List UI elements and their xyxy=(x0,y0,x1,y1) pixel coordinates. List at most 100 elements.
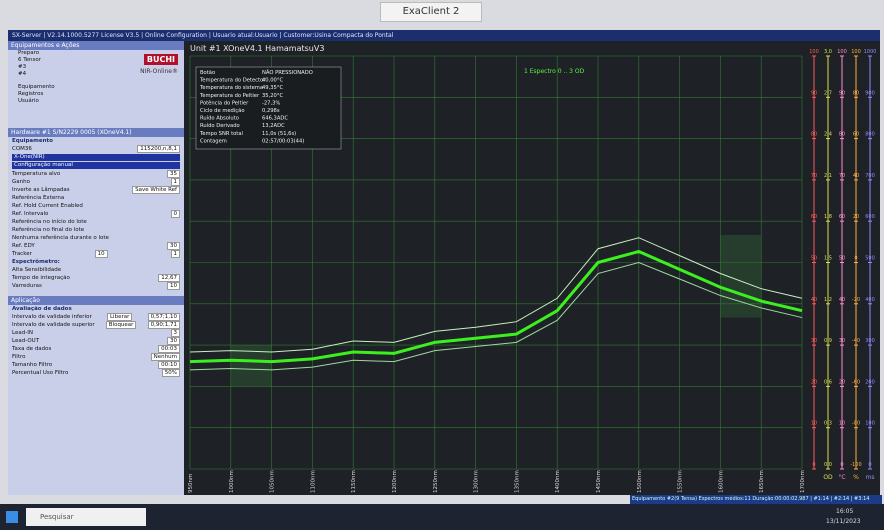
brand-name: NIR-Online® xyxy=(140,68,178,75)
taskbar: Pesquisar 16:05 13/11/2023 xyxy=(0,504,884,530)
axis-tick-label: 300 xyxy=(865,338,875,344)
field-label: Referência no final do lote xyxy=(12,226,84,234)
field-label: Ref. EDY xyxy=(12,242,35,250)
search-box[interactable]: Pesquisar xyxy=(26,508,146,526)
field-value[interactable]: Save White Ref xyxy=(132,186,180,194)
field-label: Ref. Hold Current Enabled xyxy=(12,202,83,210)
baud[interactable]: 115200,n,8,1 xyxy=(137,145,180,153)
form-row: Ref. EDY 30 xyxy=(8,242,184,250)
menu-link[interactable]: Usuário xyxy=(8,98,184,105)
field-label: Ref. Intervalo xyxy=(12,210,48,218)
x-tick-label: 1550nm xyxy=(678,470,684,493)
field-value[interactable]: 0,57;1,10 xyxy=(148,313,180,321)
axis-tick-label: 20 xyxy=(811,379,817,385)
field-label: Taxa de dados xyxy=(12,345,51,353)
field-value[interactable]: 35 xyxy=(167,170,180,178)
axis-tick-label: 10 xyxy=(811,421,817,427)
axis-tick-label: -60 xyxy=(852,379,860,385)
axis-tick-label: 1,2 xyxy=(824,297,832,303)
info-value: 35,20°C xyxy=(262,93,283,99)
form-row: Varreduras10 xyxy=(8,282,184,290)
field-value[interactable]: 00:10 xyxy=(158,361,180,369)
info-label: Ruído Derivado xyxy=(200,122,240,129)
status-bar: Equipamento #2(9 Tensa) Espectros médios… xyxy=(630,495,882,504)
clock-date: 13/11/2023 xyxy=(826,518,861,525)
axis-tick-label: 0 xyxy=(868,462,871,468)
info-value: -27,3% xyxy=(262,100,280,106)
info-value: 49,35°C xyxy=(262,85,283,91)
axis-tick-label: 80 xyxy=(853,90,859,96)
model-select[interactable]: X-One(NIR) xyxy=(12,154,180,161)
field-value[interactable]: 1 xyxy=(171,250,181,258)
screen-tab[interactable]: ExaClient 2 xyxy=(380,2,482,22)
section-subtitle: Espectrômetro: xyxy=(8,258,184,266)
x-tick-label: 1250nm xyxy=(433,470,439,493)
axis-tick-label: 500 xyxy=(865,256,875,262)
chart-title: Unit #1 XOneV4.1 HamamatsuV3 xyxy=(190,44,324,53)
info-value: 0,298s xyxy=(262,108,280,114)
form-row: Nenhuma referência durante o lote xyxy=(8,234,184,242)
axis-tick-label: 400 xyxy=(865,297,875,303)
axis-tick-label: 900 xyxy=(865,90,875,96)
axis-tick-label: 0 xyxy=(840,462,843,468)
x-tick-label: 1350nm xyxy=(514,470,520,493)
axis-tick-label: 100 xyxy=(837,49,847,55)
axis-tick-label: 40 xyxy=(839,297,845,303)
menu-link[interactable]: Equipamento xyxy=(8,84,184,91)
field-value[interactable]: 0 xyxy=(171,210,181,218)
axis-tick-label: 0,0 xyxy=(824,462,832,468)
info-label: Contagem xyxy=(200,138,227,144)
field-value[interactable]: 3 xyxy=(171,329,181,337)
info-label: Botão xyxy=(200,70,215,76)
field-value[interactable]: 50% xyxy=(162,369,180,377)
chart-annotation: 1 Espectro 0 .. 3 OD xyxy=(524,68,585,75)
field-value[interactable]: 1 xyxy=(171,178,181,186)
field-value[interactable]: 30 xyxy=(167,242,180,250)
axis-tick-label: 10 xyxy=(839,421,845,427)
field-value[interactable]: Bloquear xyxy=(106,321,137,329)
field-value[interactable]: 12,67 xyxy=(158,274,180,282)
side-panel: Equipamentos e AçõesPreparo6 Tensor#3#4E… xyxy=(8,41,184,495)
clock-time: 16:05 xyxy=(836,508,853,515)
field-label: Intervalo de validade superior xyxy=(12,321,95,329)
axis-tick-label: 2,4 xyxy=(824,132,832,138)
axis-tick-label: 70 xyxy=(839,173,845,179)
field-label: Referência no início do lote xyxy=(12,218,87,226)
field-value[interactable]: 10 xyxy=(167,282,180,290)
form-row: Referência Externa xyxy=(8,194,184,202)
start-button[interactable] xyxy=(6,511,18,523)
axis-tick-label: 100 xyxy=(865,421,875,427)
menu-link[interactable]: Registros xyxy=(8,91,184,98)
axis-unit: % xyxy=(853,474,859,481)
section-subtitle: Avaliação de dados xyxy=(8,305,184,313)
axis-tick-label: 90 xyxy=(811,90,817,96)
field-value[interactable]: Liberar xyxy=(107,313,132,321)
x-tick-label: 1450nm xyxy=(596,470,602,493)
field-value[interactable]: 00:03 xyxy=(158,345,180,353)
field-value[interactable]: 30 xyxy=(167,337,180,345)
axis-tick-label: 50 xyxy=(839,256,845,262)
axis-tick-label: 600 xyxy=(865,214,875,220)
screen: ExaClient 2 SX-Server | V2.14.1000.5277 … xyxy=(0,0,884,530)
axis-unit: °C xyxy=(838,474,845,481)
field-value[interactable]: Nenhum xyxy=(151,353,180,361)
info-value: NÃO PRESSIONADO xyxy=(262,69,313,76)
form-row: Taxa de dados 00:03 xyxy=(8,345,184,353)
x-tick-label: 950nm xyxy=(188,474,194,493)
field-value[interactable]: 0,90;1,71 xyxy=(148,321,180,329)
axis-tick-label: 40 xyxy=(811,297,817,303)
info-label: Potência do Peltier xyxy=(200,99,249,106)
port[interactable]: COM36 xyxy=(12,145,32,153)
spectrum-chart: Unit #1 XOneV4.1 HamamatsuV3 950nm 1000nm 1… xyxy=(184,41,880,495)
x-tick-label: 1000nm xyxy=(229,470,235,493)
form-row: Intervalo de validade superior Bloquear 0,… xyxy=(8,321,184,329)
field-value[interactable]: 10 xyxy=(95,250,108,258)
config-select[interactable]: Configuração manual xyxy=(12,162,180,169)
